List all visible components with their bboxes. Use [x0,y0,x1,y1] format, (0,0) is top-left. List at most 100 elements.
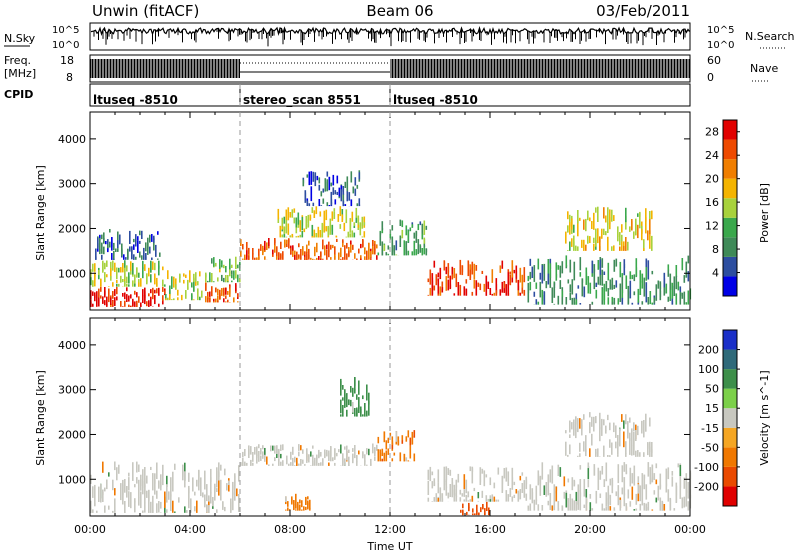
velocity-cell [614,510,616,511]
velocity-cell [686,490,688,506]
power-cell [211,281,213,282]
power-cell [622,273,624,277]
power-cell [376,244,378,248]
velocity-cell [166,484,168,502]
power-cell [134,275,136,285]
power-cell [607,207,609,224]
power-cell [113,243,115,250]
velocity-cell [594,464,596,476]
power-cell [286,237,288,238]
velocity-cell [144,503,146,513]
power-cell [316,258,318,260]
power-cell [358,225,360,228]
power-cell [601,229,603,239]
velocity-cell [282,460,284,466]
velocity-cell [285,496,287,502]
velocity-cell [138,465,140,472]
power-cell [266,242,268,250]
freq-unit-label: [MHz] [4,67,36,80]
velocity-cell [615,425,617,438]
velocity-cell [585,435,587,452]
power-cell [656,284,658,301]
power-cell [116,280,118,283]
velocity-cell [564,476,566,486]
power-cell [156,288,158,293]
velocity-cell [142,481,144,494]
power-cell [126,277,128,284]
power-cell [354,222,356,226]
power-cell [350,241,352,245]
velocity-cell [574,500,576,510]
power-cell [392,237,394,252]
power-cell [460,285,462,296]
power-cell [626,275,628,289]
power-cell [116,296,118,300]
velocity-cell [599,427,601,441]
power-cell [686,262,688,278]
power-cell [532,267,534,278]
power-cell [312,207,314,213]
velocity-cell [406,436,408,440]
velocity-cell [94,503,96,506]
velocity-colorbar-swatch [723,467,737,487]
velocity-cell [340,381,342,396]
velocity-cell [668,467,670,479]
velocity-cell [643,452,645,457]
power-cell [225,301,227,302]
power-cell [452,274,454,279]
velocity-cell [612,478,614,487]
power-cell [343,186,345,195]
power-cell [384,245,386,251]
power-cell [612,302,614,305]
velocity-cell [172,472,174,492]
power-cell [112,301,114,307]
power-cell [590,283,592,290]
power-cell [217,301,219,303]
velocity-cell [384,432,386,443]
velocity-cell [626,471,628,474]
power-region-5 [205,257,241,283]
power-cell [336,239,338,242]
velocity-cell [96,511,98,513]
power-cell [643,248,645,251]
power-cell [404,242,406,255]
velocity-cell [651,449,653,457]
power-cell [328,249,330,257]
power-region-7 [278,206,366,237]
power-cell [512,266,514,278]
velocity-cell [232,492,234,510]
velocity-cell [474,488,476,491]
freq-tick-top: 18 [60,54,74,67]
velocity-cell [348,400,350,405]
power-cell [430,288,432,296]
power-cell [138,296,140,303]
power-cell [388,254,390,256]
velocity-cell [646,484,648,499]
velocity-cell [378,437,380,443]
velocity-cell [300,459,302,463]
velocity-cell [366,385,368,391]
velocity-region-3 [340,377,370,417]
power-cell [114,297,116,306]
power-cell [355,189,357,196]
velocity-cell [636,509,638,511]
velocity-cell [278,450,280,458]
power-cell [566,255,568,267]
power-cell [600,275,602,286]
power-cell [310,215,312,219]
velocity-cell [362,395,364,399]
power-cell [352,245,354,250]
velocity-cell [108,472,110,476]
velocity-cell [436,501,438,502]
velocity-cell [196,480,198,487]
velocity-cell [470,499,472,502]
power-cell [195,272,197,283]
velocity-cell [648,462,650,477]
power-cell [616,259,618,267]
power-cell [607,223,609,233]
power-cell [197,288,199,300]
velocity-cell [664,504,666,511]
power-cell [610,280,612,290]
velocity-cell [160,474,162,490]
velocity-cell [352,388,354,397]
